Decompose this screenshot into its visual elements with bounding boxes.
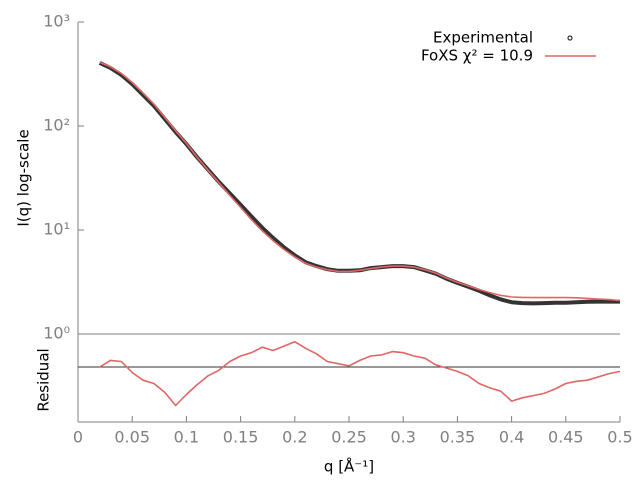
y-tick-label: 10⁰ [43, 324, 70, 343]
data-points [98, 61, 620, 306]
x-tick-label: 0.2 [282, 428, 307, 447]
x-tick-label: 0.05 [114, 428, 150, 447]
x-tick-label: 0.35 [440, 428, 476, 447]
x-tick-label: 0 [73, 428, 83, 447]
x-tick-label: 0.3 [390, 428, 415, 447]
legend-label: Experimental [433, 29, 533, 47]
residual-axis-label: Residual [35, 348, 53, 411]
y-axis-label: I(q) log-scale [15, 129, 33, 226]
data-line [99, 61, 621, 302]
x-axis-label: q [Å⁻¹] [324, 457, 374, 476]
data-line [99, 340, 621, 407]
x-tick-label: 0.5 [607, 428, 632, 447]
x-tick-label: 0.4 [499, 428, 524, 447]
y-tick-label: 10¹ [43, 220, 70, 239]
y-tick-label: 10² [43, 116, 70, 135]
legend-label: FoXS χ² = 10.9 [421, 47, 533, 65]
x-tick-label: 0.15 [223, 428, 259, 447]
x-tick-label: 0.45 [548, 428, 584, 447]
x-tick-label: 0.1 [174, 428, 199, 447]
y-tick-label: 10³ [43, 12, 70, 31]
x-tick-label: 0.25 [331, 428, 367, 447]
legend-symbol [567, 35, 573, 41]
